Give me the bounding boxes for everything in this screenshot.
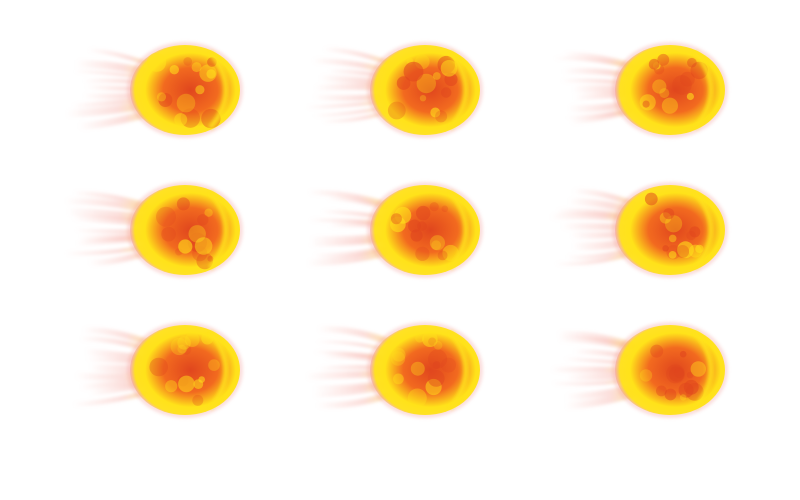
- fireball-core: [370, 325, 480, 415]
- fireball-frame-2-3: [545, 170, 745, 290]
- fireball-icon: [548, 322, 728, 418]
- fireball-frame-2-2: [300, 170, 500, 290]
- fireball-core: [130, 325, 240, 415]
- fireball-icon: [552, 42, 728, 138]
- fireball-core: [615, 325, 725, 415]
- fireball-core: [615, 45, 725, 135]
- fireball-frame-3-3: [545, 310, 745, 430]
- fireball-icon: [302, 322, 483, 418]
- fireball-core: [130, 185, 240, 275]
- fireball-frame-2-1: [60, 170, 260, 290]
- fireball-icon: [61, 42, 243, 138]
- fireball-frame-1-1: [60, 30, 260, 150]
- fireball-frame-1-3: [545, 30, 745, 150]
- fireball-frame-3-2: [300, 310, 500, 430]
- fireball-frame-3-1: [60, 310, 260, 430]
- fireball-core: [370, 185, 480, 275]
- fireball-frame-1-2: [300, 30, 500, 150]
- fireball-icon: [547, 182, 728, 278]
- fireball-icon: [62, 182, 243, 278]
- fireball-icon: [71, 322, 243, 418]
- fireball-icon: [303, 42, 483, 138]
- fireball-icon: [303, 182, 483, 278]
